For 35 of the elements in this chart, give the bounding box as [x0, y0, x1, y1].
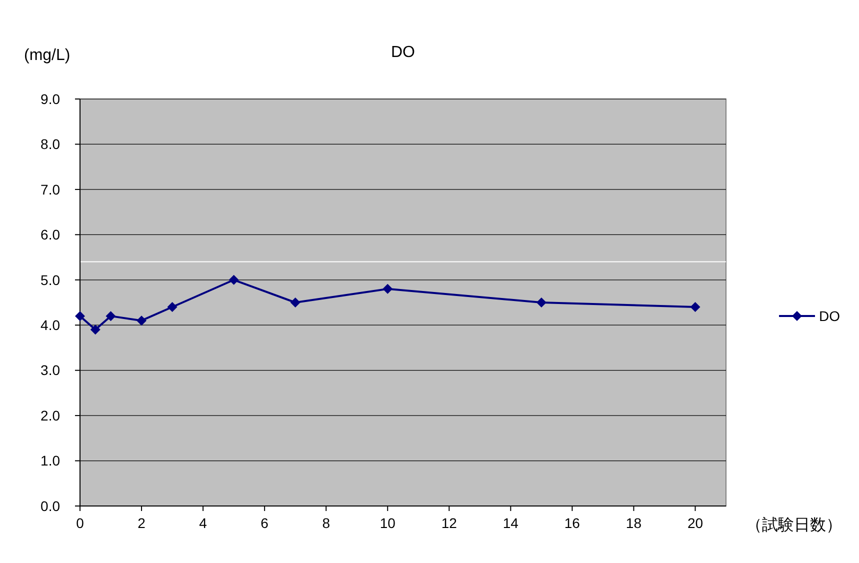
x-tick-label: 2 — [138, 515, 146, 531]
y-tick-label: 9.0 — [40, 90, 60, 107]
y-tick-label: 2.0 — [40, 407, 60, 424]
point — [106, 311, 116, 322]
x-tick-label: 4 — [199, 515, 208, 531]
point — [290, 298, 300, 308]
y-tick-label: 3.0 — [40, 362, 60, 378]
y-tick-label: 8.0 — [40, 136, 60, 152]
point — [382, 284, 393, 294]
legend-label: DO — [819, 308, 840, 324]
y-tick-label: 1.0 — [40, 452, 60, 469]
x-tick-label: 14 — [502, 515, 519, 531]
x-tick-label: 8 — [322, 515, 330, 531]
y-tick-label: 6.0 — [40, 226, 60, 243]
x-tick-label: 12 — [441, 515, 458, 531]
x-axis-title: （試験日数） — [746, 516, 842, 534]
y-tick-label: 4.0 — [40, 317, 60, 334]
point — [136, 316, 147, 326]
point — [90, 324, 100, 335]
y-tick-label: 7.0 — [40, 181, 60, 198]
x-tick-label: 18 — [626, 515, 642, 531]
point — [228, 274, 239, 285]
chart-title: DO — [391, 44, 415, 61]
point — [690, 302, 700, 312]
y-tick-label: 0.0 — [40, 498, 60, 514]
x-tick-label: 10 — [380, 515, 396, 531]
point — [167, 302, 178, 312]
x-tick-label: 20 — [687, 515, 704, 531]
x-tick-label: 0 — [76, 515, 84, 531]
point — [536, 298, 546, 308]
y-axis-title: (mg/L) — [24, 47, 70, 64]
y-tick-label: 5.0 — [40, 272, 60, 288]
x-tick-label: 6 — [260, 515, 269, 531]
x-tick-label: 16 — [564, 515, 580, 531]
point — [75, 311, 85, 322]
